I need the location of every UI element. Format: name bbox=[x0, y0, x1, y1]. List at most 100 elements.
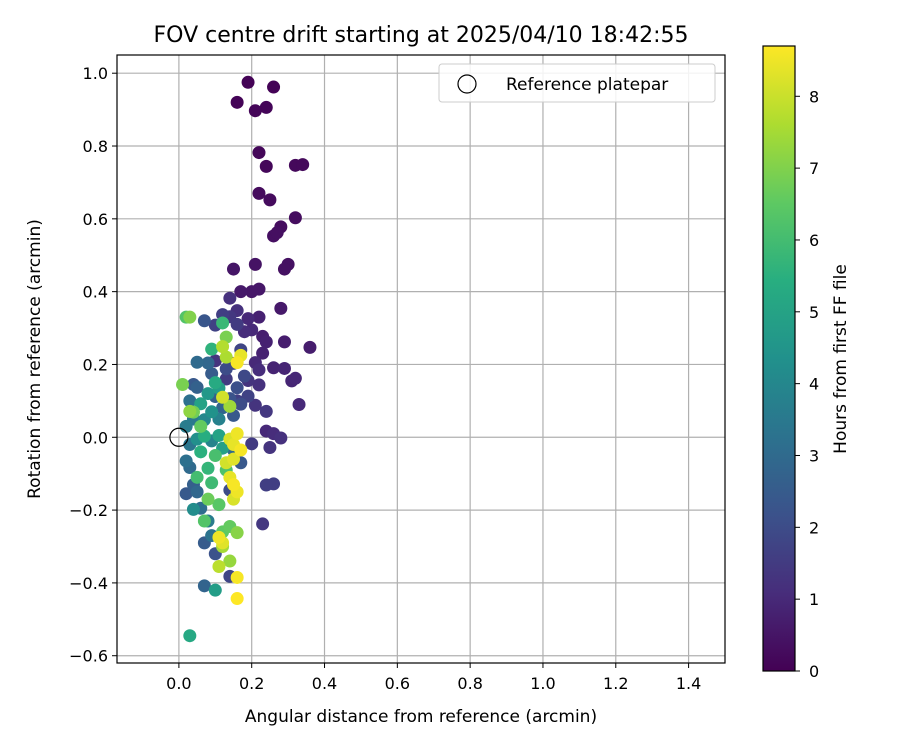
data-point bbox=[248, 104, 262, 118]
data-point bbox=[256, 517, 270, 531]
data-point bbox=[212, 530, 226, 544]
colorbar-ticks: 0 1 2 3 4 5 6 7 8 bbox=[795, 87, 819, 681]
reference-marker bbox=[169, 427, 189, 447]
data-point bbox=[270, 226, 284, 240]
data-point bbox=[183, 629, 197, 643]
data-point bbox=[183, 404, 197, 418]
data-point bbox=[277, 262, 291, 276]
data-point bbox=[205, 405, 219, 419]
colorbar-tick-label: 1 bbox=[809, 590, 819, 609]
data-point bbox=[194, 419, 208, 433]
data-point bbox=[194, 445, 208, 459]
data-point bbox=[197, 514, 211, 528]
data-point bbox=[205, 342, 219, 356]
data-point bbox=[274, 431, 288, 445]
x-tick-label: 0.8 bbox=[457, 674, 482, 693]
y-tick-label: −0.4 bbox=[69, 574, 108, 593]
colorbar-tick-label: 6 bbox=[809, 231, 819, 250]
x-axis-ticks: 0.0 0.2 0.4 0.6 0.8 1.0 1.2 1.4 bbox=[166, 663, 701, 693]
data-point bbox=[223, 554, 237, 568]
plot-frame bbox=[116, 54, 726, 664]
data-point bbox=[219, 372, 233, 386]
data-point bbox=[208, 376, 222, 390]
data-point bbox=[259, 100, 273, 114]
colorbar-tick-label: 5 bbox=[809, 303, 819, 322]
data-point bbox=[230, 356, 244, 370]
data-point bbox=[230, 427, 244, 441]
data-point bbox=[263, 193, 277, 207]
colorbar-tick-label: 7 bbox=[809, 159, 819, 178]
data-point bbox=[256, 346, 270, 360]
y-tick-label: 0.4 bbox=[83, 283, 108, 302]
data-point bbox=[288, 211, 302, 225]
data-point bbox=[259, 159, 273, 173]
data-point bbox=[277, 361, 291, 375]
data-point bbox=[223, 291, 237, 305]
data-point bbox=[201, 356, 215, 370]
data-point bbox=[216, 390, 230, 404]
legend-box bbox=[438, 63, 716, 103]
data-point bbox=[230, 526, 244, 540]
data-point bbox=[227, 262, 241, 276]
data-point bbox=[212, 498, 226, 512]
data-point bbox=[227, 452, 241, 466]
x-tick-label: 1.0 bbox=[530, 674, 555, 693]
x-tick-label: 1.2 bbox=[603, 674, 628, 693]
data-point bbox=[241, 75, 255, 89]
data-point bbox=[186, 502, 200, 516]
x-tick-label: 0.2 bbox=[239, 674, 264, 693]
data-point bbox=[259, 335, 273, 349]
y-tick-label: 1.0 bbox=[83, 64, 108, 83]
y-axis-label: Rotation from reference (arcmin) bbox=[25, 219, 45, 499]
data-point bbox=[183, 394, 197, 408]
chart-title: FOV centre drift starting at 2025/04/10 … bbox=[154, 23, 689, 48]
data-point bbox=[176, 377, 190, 391]
data-point bbox=[216, 316, 230, 330]
data-point bbox=[245, 285, 259, 299]
colorbar-tick-label: 3 bbox=[809, 446, 819, 465]
data-point bbox=[237, 369, 251, 383]
y-tick-label: −0.2 bbox=[69, 501, 108, 520]
x-tick-label: 0.4 bbox=[312, 674, 337, 693]
data-point bbox=[241, 312, 255, 326]
colorbar-tick-label: 4 bbox=[809, 375, 819, 394]
data-point bbox=[219, 350, 233, 364]
data-point bbox=[292, 398, 306, 412]
data-point bbox=[197, 579, 211, 593]
data-point bbox=[252, 363, 266, 377]
data-point bbox=[183, 310, 197, 324]
data-point bbox=[259, 478, 273, 492]
data-point bbox=[234, 285, 248, 299]
y-tick-label: −0.6 bbox=[69, 647, 108, 666]
data-point bbox=[201, 387, 215, 401]
data-point bbox=[259, 404, 273, 418]
colorbar: 0 1 2 3 4 5 6 7 8 Hours from first FF file bbox=[762, 45, 851, 681]
data-point bbox=[277, 335, 291, 349]
data-point bbox=[190, 355, 204, 369]
data-point bbox=[227, 478, 241, 492]
data-point bbox=[230, 592, 244, 606]
data-point bbox=[190, 380, 204, 394]
legend: Reference platepar bbox=[438, 63, 716, 103]
data-point bbox=[230, 317, 244, 331]
data-point bbox=[194, 397, 208, 411]
data-point bbox=[212, 560, 226, 574]
colorbar-label: Hours from first FF file bbox=[831, 264, 851, 454]
data-point bbox=[212, 428, 226, 442]
data-point bbox=[303, 340, 317, 354]
data-point bbox=[234, 397, 248, 411]
data-point bbox=[230, 570, 244, 584]
data-point bbox=[223, 399, 237, 413]
data-point bbox=[197, 429, 211, 443]
data-point bbox=[208, 583, 222, 597]
y-tick-label: 0.8 bbox=[83, 137, 108, 156]
data-point bbox=[252, 146, 266, 160]
data-point bbox=[245, 437, 259, 451]
x-tick-label: 0.0 bbox=[166, 674, 191, 693]
y-tick-label: 0.2 bbox=[83, 355, 108, 374]
colorbar-tick-label: 0 bbox=[809, 662, 819, 681]
data-point bbox=[267, 80, 281, 94]
data-point bbox=[190, 470, 204, 484]
data-point bbox=[179, 419, 193, 433]
